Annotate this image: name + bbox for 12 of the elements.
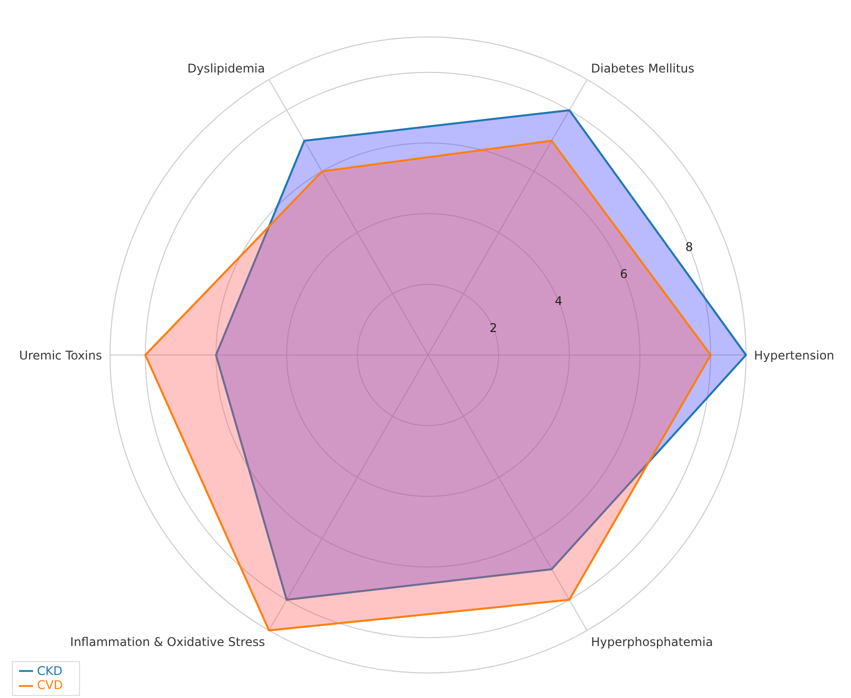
legend-label: CVD [37, 678, 63, 692]
spoke-label: Dyslipidemia [187, 62, 265, 76]
spoke-label: Uremic Toxins [19, 348, 102, 362]
y-tick-label: 2 [489, 320, 498, 335]
y-tick-label: 6 [620, 266, 628, 281]
y-tick-label: 4 [554, 294, 562, 308]
spoke-label: Hypertension [754, 348, 834, 362]
spoke-label: Hyperphosphatemia [591, 634, 713, 649]
y-tick-label: 8 [685, 240, 693, 254]
spoke-label: Inflammation & Oxidative Stress [70, 634, 265, 649]
legend-label: CKD [37, 664, 62, 678]
spoke-label: Diabetes Mellitus [591, 62, 694, 76]
